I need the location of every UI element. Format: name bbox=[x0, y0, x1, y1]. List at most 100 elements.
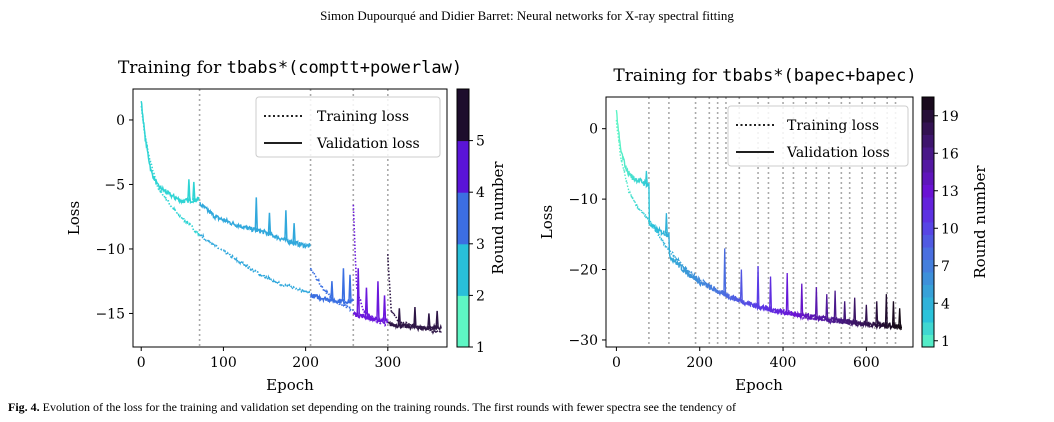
training-loss-segment-right-25 bbox=[678, 259, 683, 267]
validation-spike-round-2-0 bbox=[254, 197, 259, 231]
validation-loss-segment-right-44 bbox=[725, 293, 730, 301]
validation-loss-segment-right-7 bbox=[633, 176, 638, 183]
validation-spike-right-14 bbox=[875, 301, 879, 325]
colorbar-left-tick-label-2: 3 bbox=[476, 237, 485, 253]
colorbar-left-label: Round number bbox=[489, 161, 507, 275]
training-loss-segment-right-3 bbox=[623, 169, 628, 182]
validation-spike-round-4-3 bbox=[382, 295, 387, 321]
legend-left-val-label: Validation loss bbox=[316, 136, 420, 152]
chart-title-right: Training for tbabs*(bapec+bapec) bbox=[613, 66, 916, 86]
validation-loss-segment-right-92 bbox=[845, 318, 850, 325]
validation-loss-segment-right-3 bbox=[623, 158, 628, 172]
validation-spike-right-16 bbox=[891, 301, 895, 326]
validation-spike-right-4 bbox=[756, 266, 760, 307]
validation-loss-segment-right-32 bbox=[695, 278, 700, 284]
x-tick-label-right-1: 200 bbox=[686, 355, 713, 371]
training-loss-segment-right-2 bbox=[620, 159, 625, 170]
validation-spike-round-2-3 bbox=[292, 223, 296, 243]
validation-loss-segment-right-97 bbox=[858, 319, 862, 327]
colorbar-right-band-2 bbox=[922, 322, 934, 335]
colorbar-right-band-14 bbox=[922, 172, 934, 185]
validation-loss-segment-right-34 bbox=[700, 281, 705, 286]
colorbar-right-band-15 bbox=[922, 159, 934, 173]
training-loss-segment-right-31 bbox=[693, 272, 697, 280]
validation-spike-round-4-1 bbox=[364, 287, 369, 318]
validation-loss-segment-right-6 bbox=[630, 173, 635, 180]
x-axis-label-left: Epoch bbox=[266, 376, 314, 394]
training-loss-segment-right-10 bbox=[640, 209, 645, 215]
colorbar-right-band-5 bbox=[922, 284, 934, 298]
training-loss-segment-right-4 bbox=[625, 180, 630, 194]
validation-spike-right-17 bbox=[898, 308, 902, 326]
chart-title-right-model: tbabs*(bapec+bapec) bbox=[722, 66, 916, 86]
figure-caption: Fig. 4. Evolution of the loss for the tr… bbox=[8, 400, 1054, 415]
validation-loss-segment-right-85 bbox=[828, 317, 833, 324]
colorbar-right-band-7 bbox=[922, 259, 934, 273]
legend-right-frame bbox=[727, 105, 909, 167]
training-loss-segment-right-6 bbox=[630, 193, 635, 201]
caption-text: Evolution of the loss for the training a… bbox=[42, 400, 736, 414]
validation-loss-segment-right-37 bbox=[708, 284, 713, 291]
colorbar-right-tick-label-6: 19 bbox=[941, 109, 959, 125]
colorbar-right-tick-label-1: 4 bbox=[941, 296, 950, 312]
validation-spike-round-2-2 bbox=[284, 210, 288, 241]
colorbar-right-tick-label-0: 1 bbox=[941, 334, 950, 350]
validation-loss-segment-right-76 bbox=[805, 312, 810, 319]
validation-loss-segment-right-71 bbox=[793, 311, 798, 318]
validation-loss-segment-right-84 bbox=[825, 317, 830, 323]
validation-loss-segment-right-104 bbox=[875, 319, 880, 329]
validation-spike-round-4-0 bbox=[356, 268, 360, 315]
validation-spike-right-2 bbox=[723, 248, 727, 295]
validation-loss-segment-right-0 bbox=[615, 110, 620, 133]
training-loss-segment-right-12 bbox=[645, 216, 650, 222]
validation-loss-segment-right-16 bbox=[655, 225, 660, 234]
plot-area-right bbox=[605, 96, 914, 348]
validation-spike-round-3-2 bbox=[348, 274, 352, 302]
y-tick-label-right-0: 0 bbox=[589, 122, 598, 138]
validation-spike-right-7 bbox=[800, 283, 804, 316]
validation-loss-segment-right-31 bbox=[693, 276, 698, 282]
y-axis-label-left: Loss bbox=[65, 201, 83, 235]
legend-left: Training loss Validation loss bbox=[255, 96, 441, 158]
validation-loss-segment-right-52 bbox=[745, 300, 750, 307]
validation-loss-segment-right-102 bbox=[870, 321, 875, 329]
validation-loss-segment-right-109 bbox=[888, 322, 892, 331]
colorbar-right-tick-label-5: 16 bbox=[941, 146, 959, 162]
validation-spike-right-0 bbox=[644, 170, 648, 184]
training-loss-segment-right-106 bbox=[880, 322, 885, 330]
legend-right: Training loss Validation loss bbox=[727, 105, 909, 167]
validation-loss-segment-right-45 bbox=[728, 294, 733, 302]
training-loss-segment-right-88 bbox=[835, 317, 840, 325]
validation-loss-segment-right-93 bbox=[848, 318, 853, 325]
colorbar-right-tick-label-4: 13 bbox=[941, 184, 959, 200]
chart-title-left-model: tbabs*(comptt+powerlaw) bbox=[227, 58, 462, 78]
training-loss-segment-right-33 bbox=[698, 275, 702, 283]
colorbar-right-band-6 bbox=[922, 272, 934, 285]
validation-spike-round-5-0 bbox=[397, 308, 402, 326]
validation-spike-right-9 bbox=[825, 294, 829, 320]
training-loss-segment-right-8 bbox=[635, 203, 640, 211]
colorbar-left-tick-label-0: 1 bbox=[476, 340, 485, 356]
training-loss-line-round-3 bbox=[309, 264, 354, 313]
colorbar-left-frame bbox=[456, 88, 470, 348]
colorbar-right-band-12 bbox=[922, 197, 934, 210]
validation-spike-right-13 bbox=[864, 304, 868, 324]
training-loss-segment-right-90 bbox=[840, 321, 845, 327]
validation-spike-right-11 bbox=[843, 301, 847, 322]
validation-loss-segment-right-80 bbox=[815, 314, 820, 323]
training-loss-segment-right-109 bbox=[888, 325, 892, 331]
validation-loss-segment-right-99 bbox=[863, 320, 867, 329]
colorbar-left-tick-label-1: 2 bbox=[476, 288, 485, 304]
chart-title-right-prefix: Training for bbox=[613, 66, 722, 86]
validation-spike-right-5 bbox=[769, 276, 773, 310]
colorbar-right-band-19 bbox=[922, 109, 934, 123]
legend-right-train-label: Training loss bbox=[787, 118, 879, 134]
validation-spike-round-5-2 bbox=[427, 313, 431, 328]
validation-loss-segment-right-101 bbox=[868, 321, 872, 327]
training-loss-segment-right-23 bbox=[673, 254, 678, 261]
validation-loss-line-round-3 bbox=[309, 292, 354, 306]
training-loss-segment-right-19 bbox=[663, 242, 667, 249]
training-loss-segment-right-79 bbox=[813, 315, 818, 322]
